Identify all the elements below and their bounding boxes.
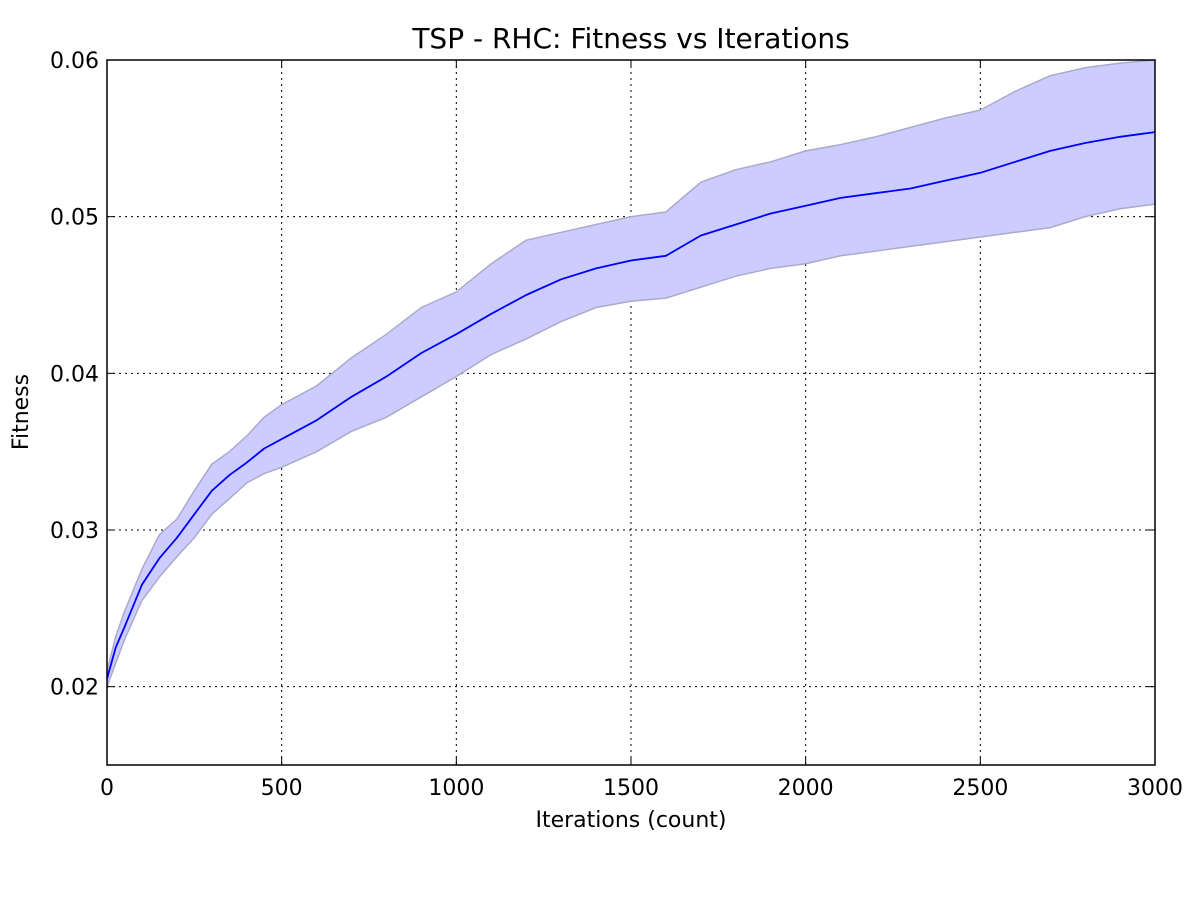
y-tick-label: 0.04 xyxy=(50,362,99,387)
y-tick-label: 0.05 xyxy=(50,206,99,231)
x-axis-label: Iterations (count) xyxy=(535,808,726,833)
y-axis-label: Fitness xyxy=(9,374,34,450)
x-tick-label: 500 xyxy=(261,776,303,801)
confidence-band xyxy=(107,60,1155,687)
x-tick-label: 0 xyxy=(100,776,114,801)
x-tick-label: 2500 xyxy=(952,776,1008,801)
y-tick-label: 0.03 xyxy=(50,519,99,544)
chart-title: TSP - RHC: Fitness vs Iterations xyxy=(411,22,849,55)
y-tick-label: 0.02 xyxy=(50,676,99,701)
confidence-band-layer xyxy=(106,59,1156,687)
mean-line-layer xyxy=(106,131,1156,680)
mean-fitness-line xyxy=(106,131,1156,680)
x-tick-label: 3000 xyxy=(1127,776,1183,801)
x-tick-label: 1500 xyxy=(603,776,659,801)
y-tick-label: 0.06 xyxy=(50,49,99,74)
x-tick-label: 2000 xyxy=(778,776,834,801)
x-tick-label: 1000 xyxy=(428,776,484,801)
ticks: 0 500 1000 1500 2000 2500 3000 0.02 0.03 0.04 0.05… xyxy=(50,49,1183,801)
band-lower-edge xyxy=(106,203,1156,687)
band-upper-edge xyxy=(106,59,1156,672)
